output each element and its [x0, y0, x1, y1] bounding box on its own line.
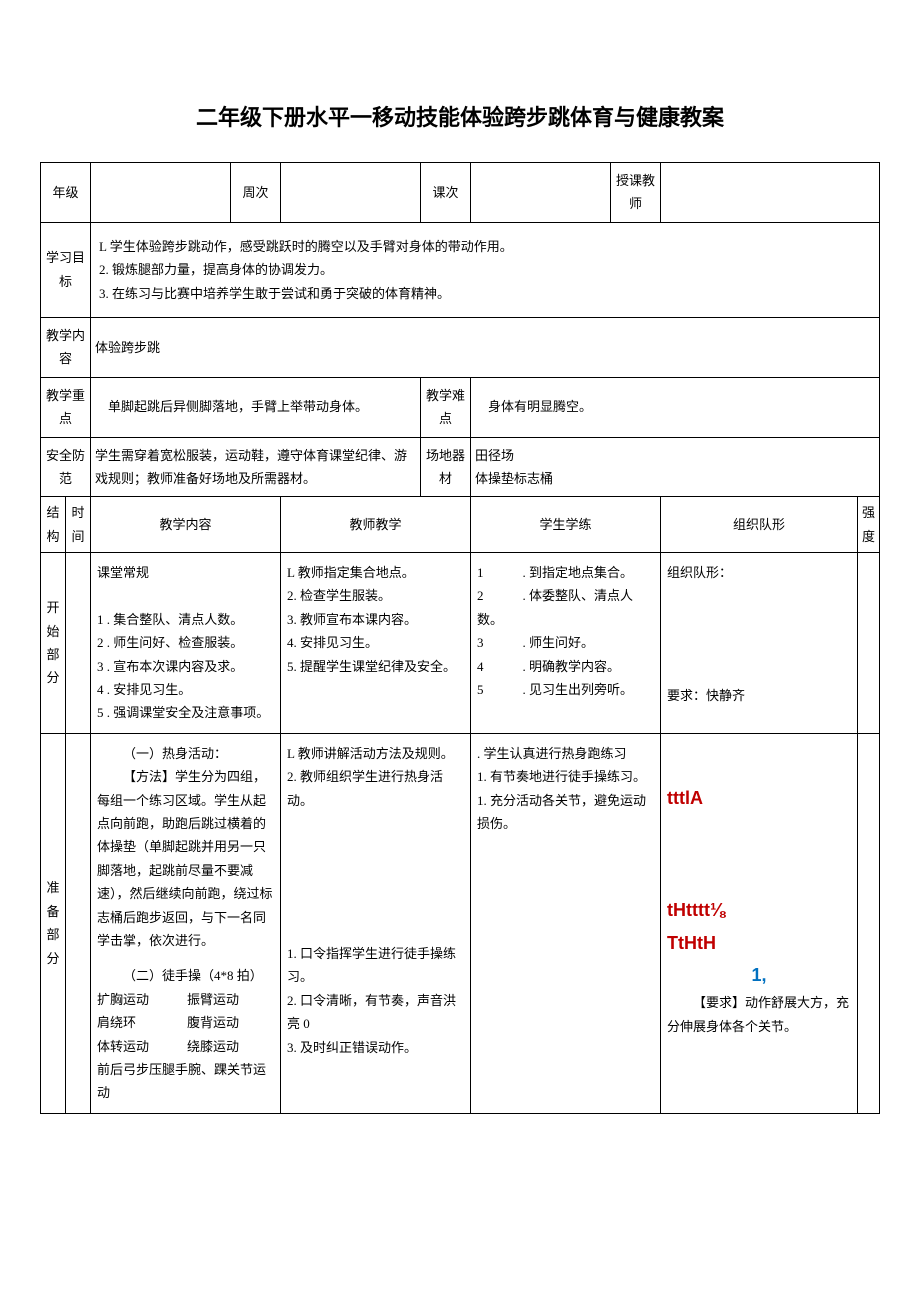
start-student: 1 . 到指定地点集合。 2 . 体委整队、清点人数。 3 . 师生问好。 4 …	[471, 553, 661, 734]
safety-venue-row: 安全防范 学生需穿着宽松服装，运动鞋，遵守体育课堂纪律、游戏规则；教师准备好场地…	[41, 437, 880, 497]
prep-teacher2: 1. 口令指挥学生进行徒手操练习。 2. 口令清晰，有节奏，声音洪亮 0 3. …	[287, 942, 464, 1059]
exercise-item: 体转运动	[97, 1035, 187, 1058]
safety-value: 学生需穿着宽松服装，运动鞋，遵守体育课堂纪律、游戏规则；教师准备好场地及所需器材…	[91, 437, 421, 497]
content-value: 体验跨步跳	[91, 317, 880, 377]
teacher-label: 授课教师	[611, 163, 661, 223]
prep-label: 准备部分	[41, 733, 66, 1113]
prep-teacher1: L 教师讲解活动方法及规则。 2. 教师组织学生进行热身活动。	[287, 742, 464, 812]
prep-formation: tttlA tHtttt⅛ TtHtH 1, 【要求】动作舒展大方，充分伸展身体…	[661, 733, 858, 1113]
formation-graphic-3: TtHtH	[667, 927, 851, 959]
exercise-item: 腹背运动	[187, 1011, 239, 1034]
prep-time	[66, 733, 91, 1113]
exercise-row: 扩胸运动 振臂运动	[97, 988, 274, 1011]
safety-label: 安全防范	[41, 437, 91, 497]
start-time	[66, 553, 91, 734]
difficulty-value: 身体有明显腾空。	[471, 377, 880, 437]
teacher-teaching-header: 教师教学	[281, 497, 471, 553]
venue-value: 田径场 体操垫标志桶	[471, 437, 880, 497]
plan-header-row: 结构 时间 教学内容 教师教学 学生学练 组织队形 强度	[41, 497, 880, 553]
exercise-row: 体转运动 绕膝运动	[97, 1035, 274, 1058]
start-teacher: L 教师指定集合地点。 2. 检查学生服装。 3. 教师宣布本课内容。 4. 安…	[281, 553, 471, 734]
exercise-row: 肩绕环 腹背运动	[97, 1011, 274, 1034]
start-formation-req: 要求：快静齐	[667, 684, 851, 707]
prep-method: 【方法】学生分为四组，每组一个练习区域。学生从起点向前跑，助跑后跳过横着的体操垫…	[97, 765, 274, 952]
formation-header: 组织队形	[661, 497, 858, 553]
venue-label: 场地器材	[421, 437, 471, 497]
formation-graphic-4: 1,	[667, 959, 851, 991]
teaching-content-header: 教学内容	[91, 497, 281, 553]
teacher-value	[661, 163, 880, 223]
intensity-header: 强度	[858, 497, 880, 553]
grade-value	[91, 163, 231, 223]
prep-student: . 学生认真进行热身跑练习 1. 有节奏地进行徒手操练习。 1. 充分活动各关节…	[471, 733, 661, 1113]
prep-section-row: 准备部分 （一）热身活动： 【方法】学生分为四组，每组一个练习区域。学生从起点向…	[41, 733, 880, 1113]
prep-intensity	[858, 733, 880, 1113]
student-practice-header: 学生学练	[471, 497, 661, 553]
start-formation-label: 组织队形：	[667, 561, 851, 584]
lesson-plan-table: 年级 周次 课次 授课教师 学习目标 L 学生体验跨步跳动作，感受跳跃时的腾空以…	[40, 162, 880, 1114]
content-label: 教学内容	[41, 317, 91, 377]
goals-row: 学习目标 L 学生体验跨步跳动作，感受跳跃时的腾空以及手臂对身体的带动作用。 2…	[41, 222, 880, 317]
formation-graphic-2: tHtttt⅛	[667, 894, 851, 926]
content-row: 教学内容 体验跨步跳	[41, 317, 880, 377]
start-content: 课堂常规 1 . 集合整队、清点人数。 2 . 师生问好、检查服装。 3 . 宣…	[91, 553, 281, 734]
prep-title2: （二）徒手操（4*8 拍）	[97, 964, 274, 987]
prep-content: （一）热身活动： 【方法】学生分为四组，每组一个练习区域。学生从起点向前跑，助跑…	[91, 733, 281, 1113]
structure-header: 结构	[41, 497, 66, 553]
exercise-item: 扩胸运动	[97, 988, 187, 1011]
start-formation: 组织队形： 要求：快静齐	[661, 553, 858, 734]
grade-label: 年级	[41, 163, 91, 223]
formation-graphic-1: tttlA	[667, 782, 851, 814]
key-value: 单脚起跳后异侧脚落地，手臂上举带动身体。	[91, 377, 421, 437]
exercise-item: 振臂运动	[187, 988, 239, 1011]
week-value	[281, 163, 421, 223]
prep-title1: （一）热身活动：	[97, 742, 274, 765]
start-intensity	[858, 553, 880, 734]
week-label: 周次	[231, 163, 281, 223]
key-difficulty-row: 教学重点 单脚起跳后异侧脚落地，手臂上举带动身体。 教学难点 身体有明显腾空。	[41, 377, 880, 437]
exercise-item: 肩绕环	[97, 1011, 187, 1034]
header-row-1: 年级 周次 课次 授课教师	[41, 163, 880, 223]
difficulty-label: 教学难点	[421, 377, 471, 437]
lesson-value	[471, 163, 611, 223]
prep-teacher: L 教师讲解活动方法及规则。 2. 教师组织学生进行热身活动。 1. 口令指挥学…	[281, 733, 471, 1113]
goals-content: L 学生体验跨步跳动作，感受跳跃时的腾空以及手臂对身体的带动作用。 2. 锻炼腿…	[91, 222, 880, 317]
goals-label: 学习目标	[41, 222, 91, 317]
document-title: 二年级下册水平一移动技能体验跨步跳体育与健康教案	[40, 100, 880, 132]
start-section-row: 开始部分 课堂常规 1 . 集合整队、清点人数。 2 . 师生问好、检查服装。 …	[41, 553, 880, 734]
exercise-item: 绕膝运动	[187, 1035, 239, 1058]
key-label: 教学重点	[41, 377, 91, 437]
exercise-last: 前后弓步压腿手腕、踝关节运动	[97, 1058, 274, 1105]
start-label: 开始部分	[41, 553, 66, 734]
time-header: 时间	[66, 497, 91, 553]
prep-formation-req: 【要求】动作舒展大方，充分伸展身体各个关节。	[667, 991, 851, 1038]
lesson-label: 课次	[421, 163, 471, 223]
